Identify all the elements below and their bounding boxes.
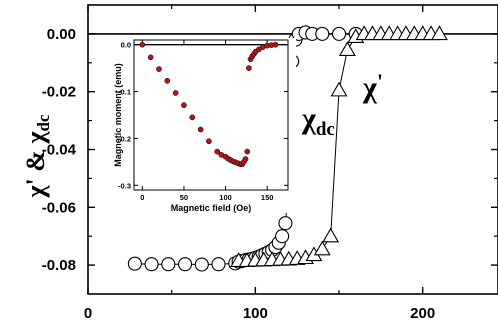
y-tick-label: -0.04 (42, 142, 77, 159)
y-label-prime: ' (21, 178, 50, 185)
chi-dc-point (161, 257, 176, 272)
inset-point (272, 41, 279, 48)
inset-background (111, 38, 296, 213)
inset-point (206, 138, 212, 145)
inset-y-axis-label: Magnetic moment (emu) (113, 63, 123, 167)
chi-dc-point (315, 26, 330, 41)
chi-dc-point (194, 257, 209, 272)
chi-dc-point (278, 216, 293, 231)
inset-y-tick-label: -0.3 (118, 181, 131, 190)
chi-prime-point (338, 41, 356, 56)
inset-point (172, 90, 179, 96)
inset-point (181, 102, 187, 109)
inset-point (139, 41, 146, 48)
chi-dc-point (178, 257, 193, 272)
y-tick-label: -0.02 (42, 84, 76, 101)
annotation-chi-dc-sub: dc (316, 119, 335, 140)
chi-dc-point (211, 257, 226, 272)
inset-x-axis-label: Magnetic field (Oe) (171, 203, 252, 213)
inset-point (246, 65, 252, 71)
chi-prime-point (330, 81, 348, 97)
chi-prime-point (430, 25, 448, 41)
inset-y-tick-label: -0.2 (118, 134, 131, 143)
x-tick-label: 100 (243, 305, 268, 322)
y-label-chi2: χ (21, 131, 50, 145)
chi-prime-point (313, 240, 331, 256)
x-tick-label: 200 (410, 305, 435, 322)
main-data-points (127, 25, 448, 272)
inset-point (197, 126, 204, 133)
inset-x-tick-label: 0 (140, 193, 144, 202)
chi-dc-point (275, 229, 290, 244)
annotation-chi-prime-sup: ' (377, 69, 383, 94)
inset-frame (133, 39, 289, 191)
inset-point (156, 66, 162, 72)
inset-point (164, 77, 171, 84)
annotation-chi-dc: χdc (301, 102, 335, 140)
inset-point (189, 114, 196, 121)
chi-dc-point (144, 257, 159, 272)
chi-prime-point (322, 227, 340, 243)
y-axis-label: χ' & χdc (21, 114, 53, 198)
chi-dc-point (331, 26, 347, 41)
inset-x-tick-label: 150 (261, 193, 274, 202)
inset-axis-ticks: 0.0 -0.1 -0.2 -0.3 0 50 100 150 (118, 40, 288, 202)
inset-point (147, 54, 154, 61)
annotation-chi-prime: χ' (362, 69, 383, 104)
y-label-amp: & (21, 144, 50, 179)
y-label-chi: χ (21, 184, 50, 198)
inset-data-points (139, 41, 279, 168)
annotation-chi-prime-base: χ (362, 71, 378, 104)
inset-x-tick-label: 100 (219, 193, 232, 202)
annotation-chi-dc-base: χ (301, 102, 317, 135)
x-tick-label: 0 (84, 305, 92, 322)
main-axis-ticks: 0.00-0.02-0.04-0.06-0.080 100 200 (42, 5, 498, 322)
inset-y-tick-label: 0.0 (121, 41, 131, 50)
inset-point (244, 148, 251, 155)
y-tick-label: -0.06 (42, 199, 76, 216)
inset-y-tick-label: -0.1 (118, 88, 131, 97)
inset-point (214, 148, 221, 155)
inset-x-tick-label: 50 (180, 193, 188, 202)
inset-chart: 0.0 -0.1 -0.2 -0.3 0 50 100 150 Magnetic field … (111, 38, 296, 213)
y-tick-label: 0.00 (47, 26, 76, 43)
y-label-sub: dc (34, 114, 53, 131)
chi-dc-point (127, 256, 142, 271)
inset-point (242, 156, 249, 162)
y-tick-label: -0.08 (42, 257, 76, 274)
